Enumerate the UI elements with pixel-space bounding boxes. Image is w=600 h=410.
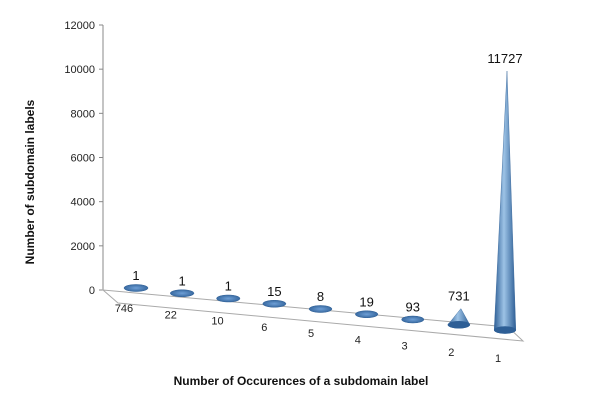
y-tick-label: 12000 [64, 20, 95, 32]
x-tick-label: 2 [448, 347, 454, 359]
cone-22 [170, 289, 195, 297]
data-label: 731 [448, 289, 470, 304]
x-tick-label: 3 [401, 341, 407, 353]
cone-base [308, 305, 333, 313]
cone-base [447, 321, 471, 329]
data-labels: 1 1 1 15 8 19 93 731 11727 [132, 51, 522, 314]
data-label: 19 [359, 294, 373, 309]
x-axis-title: Number of Occurences of a subdomain labe… [174, 374, 429, 388]
axes: 0 2000 4000 6000 8000 10000 12000 746 22 10 6 5 4 3 2 1 [64, 20, 525, 365]
cone-base [216, 294, 241, 303]
cone-5 [308, 305, 333, 313]
cone-base [170, 289, 195, 297]
y-tick-label: 10000 [64, 64, 95, 76]
cone-1 [493, 71, 517, 334]
x-tick-label: 10 [211, 316, 223, 328]
data-label: 1 [179, 273, 186, 288]
y-tick-label: 2000 [71, 241, 95, 253]
data-label: 8 [317, 289, 324, 304]
cone-746 [123, 284, 149, 292]
x-tick-label: 6 [261, 322, 267, 334]
cone-base [493, 326, 517, 334]
data-label: 93 [406, 300, 420, 315]
cone-body [493, 71, 517, 334]
y-tick-label: 6000 [71, 153, 95, 165]
x-tick-label: 22 [165, 309, 177, 321]
data-label: 11727 [487, 51, 522, 66]
cone-3 [401, 315, 425, 324]
x-tick-label: 4 [355, 334, 361, 346]
data-label: 1 [225, 279, 232, 294]
cone-base [401, 315, 425, 324]
x-tick-label: 1 [495, 353, 501, 365]
data-label: 1 [132, 268, 139, 283]
cone-base [123, 284, 149, 292]
x-tick-label: 5 [308, 328, 314, 340]
cone-base [355, 310, 379, 318]
cone-4 [355, 310, 379, 318]
data-label: 15 [267, 284, 281, 299]
x-tick-label: 746 [115, 303, 133, 315]
cone-base [262, 300, 287, 308]
cone-6 [262, 300, 287, 308]
data-cones [123, 71, 517, 334]
cone-10 [216, 294, 241, 303]
y-tick-label: 4000 [71, 197, 95, 209]
cone-2 [447, 308, 471, 329]
y-tick-label: 8000 [71, 108, 95, 120]
y-tick-label: 0 [89, 285, 95, 297]
y-axis-title: Number of subdomain labels [23, 99, 37, 264]
